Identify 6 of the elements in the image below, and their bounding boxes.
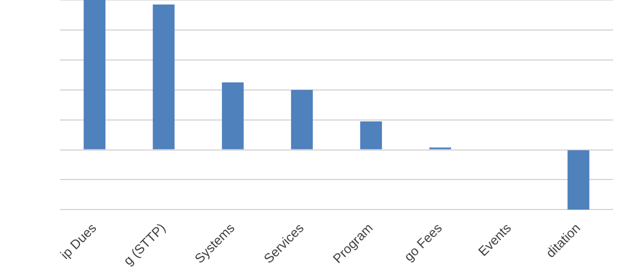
bar: [152, 4, 175, 150]
bar: [291, 90, 313, 150]
bar: [360, 121, 382, 150]
bar: [222, 82, 244, 150]
bar: [84, 0, 106, 150]
bar: [568, 150, 590, 210]
